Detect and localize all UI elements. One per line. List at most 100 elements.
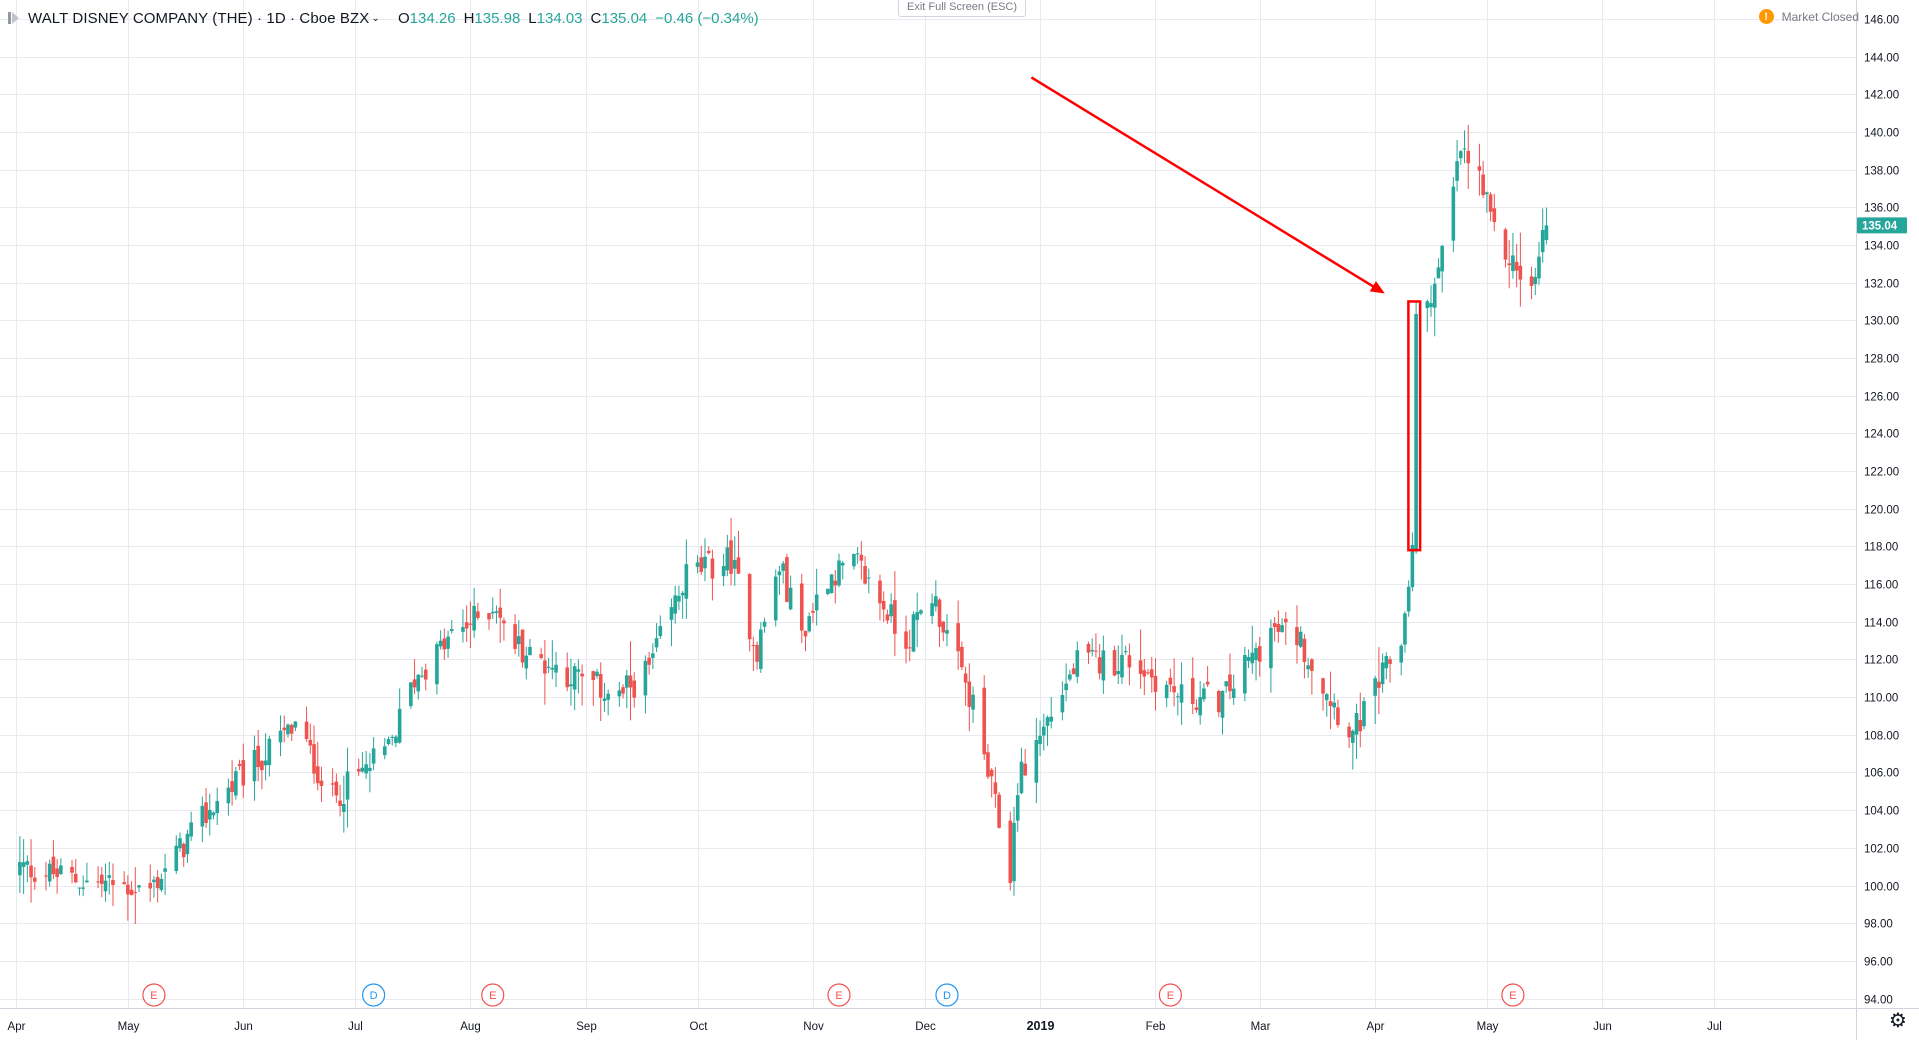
candle-body: [159, 878, 164, 890]
candle-body: [721, 566, 726, 577]
candle-body: [732, 560, 737, 569]
candle-body: [286, 724, 290, 735]
candle-body: [1455, 161, 1459, 181]
candle-body: [148, 882, 153, 889]
candle-body: [263, 760, 268, 766]
dividend-marker[interactable]: D: [935, 983, 959, 1007]
earnings-marker[interactable]: E: [827, 983, 851, 1007]
candle-body: [889, 604, 893, 617]
time-tick-label: Dec: [915, 1021, 936, 1033]
candle-body: [1488, 194, 1493, 212]
earnings-marker[interactable]: E: [1158, 983, 1182, 1007]
candle-body: [755, 644, 759, 662]
candle-body: [256, 745, 260, 768]
svg-text:D: D: [943, 990, 951, 1002]
symbol-header[interactable]: WALT DISNEY COMPANY (THE) · 1D · Cboe BZ…: [8, 6, 380, 30]
candle-body: [591, 671, 596, 681]
highlight-box[interactable]: [1407, 300, 1422, 552]
warning-icon: !: [1758, 9, 1774, 24]
low-label: L: [528, 9, 537, 27]
candle-body: [762, 621, 767, 627]
candle-body: [1112, 650, 1117, 676]
candle-body: [1272, 623, 1277, 628]
candle-body: [304, 721, 309, 739]
candle-body: [163, 868, 167, 872]
earnings-marker[interactable]: E: [1501, 983, 1525, 1007]
candle-body: [1310, 659, 1314, 671]
earnings-marker[interactable]: E: [481, 983, 505, 1007]
candle-body: [967, 681, 972, 707]
price-tick-label: 132.00: [1864, 279, 1899, 291]
candle-body: [1544, 225, 1549, 241]
candle-body: [814, 594, 819, 611]
dividend-marker[interactable]: D: [362, 983, 386, 1007]
candle-body: [647, 657, 651, 665]
price-tick-label: 142.00: [1864, 90, 1899, 102]
candle-body: [643, 660, 648, 696]
candle-body: [986, 752, 990, 777]
candle-body: [569, 684, 573, 687]
market-status[interactable]: ! Market Closed: [1758, 9, 1859, 24]
ohlc-legend: O 134.26 H 135.98 L 134.03 C 135.04 −0.4…: [398, 6, 767, 30]
time-tick-label: Jul: [348, 1021, 363, 1033]
gear-icon[interactable]: ⚙: [1889, 1010, 1907, 1032]
annotation-arrow[interactable]: [1030, 76, 1383, 293]
candle-body: [81, 887, 85, 889]
exit-fullscreen-button[interactable]: Exit Full Screen (ESC): [898, 0, 1027, 17]
candle-body: [70, 866, 74, 873]
candle-body: [840, 562, 845, 566]
symbol-title[interactable]: WALT DISNEY COMPANY (THE) · 1D · Cboe BZ…: [28, 9, 370, 27]
candle-body: [181, 843, 186, 858]
candle-body: [1537, 256, 1541, 279]
price-tick-label: 96.00: [1864, 957, 1893, 969]
time-tick-label: May: [118, 1021, 140, 1033]
candle-body: [803, 631, 808, 637]
chevron-down-icon[interactable]: ⌄: [371, 12, 380, 24]
svg-text:E: E: [1167, 990, 1174, 1002]
candle-body: [200, 805, 205, 827]
candle-body: [785, 557, 789, 602]
candle-body: [1362, 701, 1366, 727]
candle-body: [863, 566, 867, 584]
candle-body: [1123, 651, 1128, 653]
price-tick-label: 106.00: [1864, 768, 1899, 780]
price-tick-label: 122.00: [1864, 467, 1899, 479]
symbol-icon: [8, 11, 20, 25]
earnings-marker[interactable]: E: [142, 983, 166, 1007]
candle-body: [539, 654, 543, 658]
candle-body: [1399, 645, 1404, 663]
candle-body: [1529, 276, 1534, 286]
candle-body: [565, 667, 570, 688]
candle-body: [237, 764, 242, 767]
candle-body: [178, 838, 182, 849]
candle-body: [438, 640, 443, 647]
candle-body: [1243, 655, 1247, 694]
candle-body: [684, 564, 689, 599]
candle-body: [1332, 702, 1337, 708]
candle-body: [1038, 735, 1042, 744]
candle-body: [289, 724, 294, 734]
candle-body: [1198, 697, 1202, 716]
candle-body: [51, 856, 56, 875]
candle-body: [342, 804, 346, 812]
market-status-label: Market Closed: [1781, 9, 1859, 24]
candle-body: [315, 766, 320, 784]
time-tick-label: Apr: [8, 1021, 26, 1033]
candle-body: [554, 664, 558, 673]
candle-body: [461, 627, 465, 632]
candle-body: [598, 674, 603, 698]
candle-body: [788, 587, 793, 610]
candle-body: [360, 767, 365, 772]
candle-body: [1354, 713, 1359, 735]
price-tick-label: 94.00: [1864, 995, 1893, 1007]
time-tick-label: Jun: [234, 1021, 253, 1033]
candle-body: [1116, 671, 1121, 675]
time-tick-label: Jul: [1707, 1021, 1722, 1033]
candle-body: [207, 809, 212, 820]
candle-body: [1384, 656, 1389, 669]
open-label: O: [398, 9, 410, 27]
price-tick-label: 112.00: [1864, 655, 1898, 667]
price-tick-label: 138.00: [1864, 166, 1899, 178]
time-tick-label: Oct: [690, 1021, 709, 1033]
